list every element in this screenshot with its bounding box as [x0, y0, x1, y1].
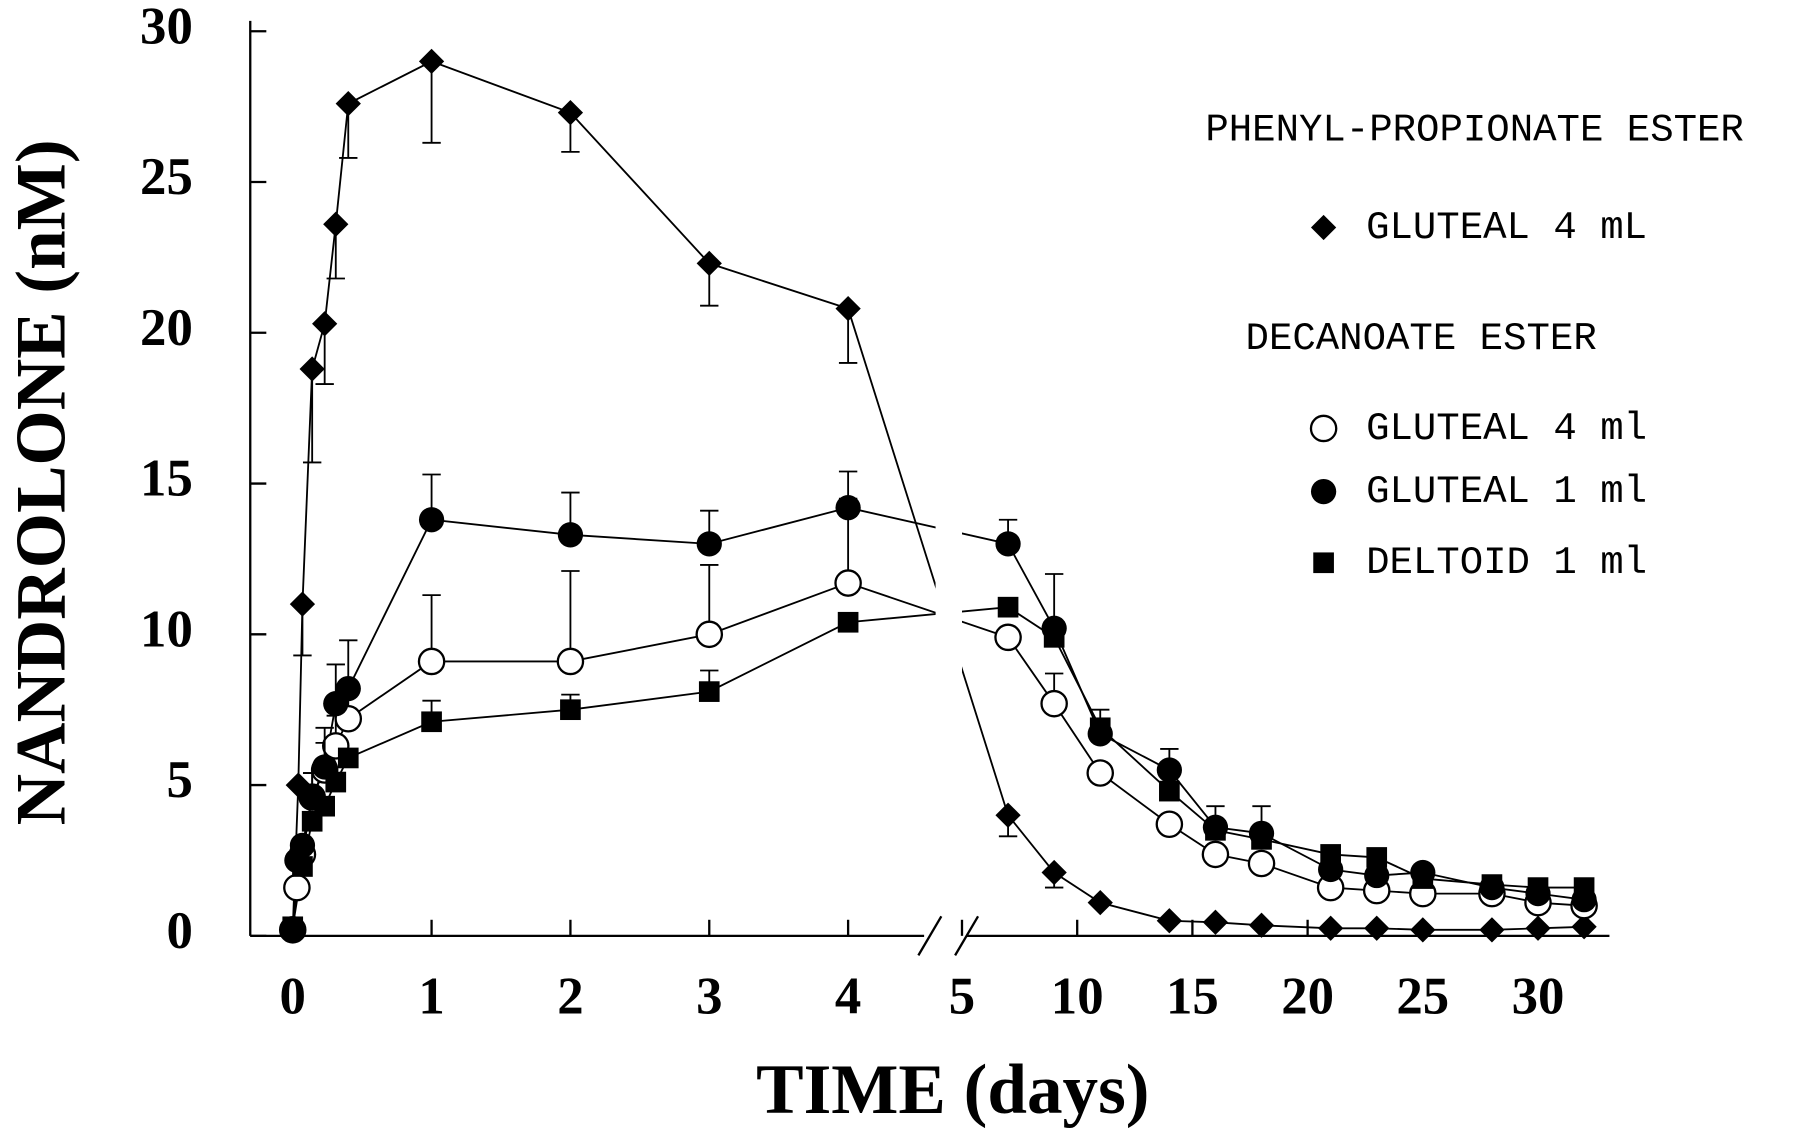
- marker: [696, 250, 722, 277]
- marker: [417, 647, 446, 676]
- series-line: [291, 606, 1585, 927]
- marker: [325, 771, 347, 793]
- marker: [698, 681, 720, 702]
- marker: [292, 856, 313, 877]
- marker: [1364, 862, 1390, 889]
- marker: [837, 611, 859, 633]
- marker: [323, 211, 349, 237]
- x-tick-label: 30: [1512, 967, 1565, 1025]
- marker: [1089, 717, 1111, 739]
- error-bar: [422, 61, 441, 144]
- marker: [1481, 874, 1503, 895]
- marker: [560, 699, 581, 721]
- legend-marker: [1310, 478, 1337, 505]
- marker: [1412, 868, 1434, 889]
- marker: [1043, 627, 1065, 648]
- marker: [335, 90, 361, 117]
- marker: [314, 795, 335, 817]
- marker: [1040, 689, 1068, 718]
- marks: [278, 48, 1598, 944]
- x-tick-label: 0: [280, 967, 306, 1025]
- legend-group-title: PHENYL-PROPIONATE ESTER: [1205, 108, 1744, 152]
- marker: [997, 596, 1019, 618]
- marker: [696, 531, 722, 557]
- marker: [337, 747, 359, 769]
- marker: [299, 356, 325, 382]
- marker: [1573, 877, 1595, 898]
- x-tick-label: 10: [1051, 967, 1104, 1025]
- marker: [1156, 757, 1182, 783]
- y-tick-label: 15: [140, 450, 193, 508]
- marker: [556, 647, 585, 676]
- marker: [995, 802, 1021, 828]
- x-tick-label: 15: [1166, 967, 1219, 1025]
- marker: [335, 675, 361, 702]
- axis-break: [917, 915, 943, 956]
- x-tick-label: 4: [835, 967, 861, 1025]
- marker: [1202, 909, 1229, 935]
- y-tick-label: 30: [140, 0, 193, 55]
- marker: [557, 100, 584, 126]
- marker: [1366, 847, 1388, 868]
- y-tick-label: 0: [166, 902, 192, 960]
- marker: [835, 296, 861, 322]
- marker: [1086, 759, 1115, 787]
- marker: [1156, 908, 1182, 934]
- error-bar: [302, 368, 322, 464]
- legend-marker: [1309, 414, 1338, 443]
- marker: [289, 591, 316, 617]
- marker: [1527, 877, 1549, 898]
- marker: [994, 623, 1022, 652]
- x-tick-label: 5: [949, 967, 975, 1025]
- marker: [1041, 859, 1067, 886]
- marker: [1318, 915, 1344, 941]
- y-tick-label: 5: [166, 751, 192, 809]
- marker: [557, 522, 584, 548]
- marker: [1087, 890, 1113, 916]
- marker: [421, 711, 442, 733]
- marker: [1247, 849, 1276, 878]
- x-tick-label: 1: [418, 967, 444, 1025]
- y-tick-label: 10: [140, 600, 193, 658]
- marker: [1248, 912, 1275, 938]
- x-axis-title: TIME (days): [756, 1051, 1149, 1129]
- legend-group-title: DECANOATE ESTER: [1246, 317, 1597, 361]
- legend-marker: [1310, 214, 1337, 241]
- marker: [1364, 915, 1390, 941]
- legend-label: GLUTEAL 4 ml: [1366, 407, 1647, 451]
- marker: [1479, 917, 1505, 943]
- marker: [283, 873, 311, 902]
- series-line: [291, 582, 1585, 930]
- marker: [289, 832, 316, 859]
- marker: [1155, 810, 1184, 839]
- legend-marker: [1313, 552, 1334, 574]
- legend-label: GLUTEAL 4 mL: [1366, 206, 1647, 250]
- marker: [312, 311, 338, 337]
- x-tick-label: 20: [1281, 967, 1334, 1025]
- x-tick-label: 25: [1396, 967, 1449, 1025]
- error-bar: [561, 570, 580, 662]
- marker: [1201, 840, 1230, 869]
- marker: [418, 507, 445, 533]
- y-tick-label: 20: [140, 299, 193, 357]
- marker: [1320, 844, 1341, 865]
- x-tick-label: 3: [696, 967, 722, 1025]
- y-tick-label: 25: [140, 148, 193, 206]
- marker: [1251, 829, 1272, 850]
- x-tick-label: 2: [557, 967, 583, 1025]
- legend-label: DELTOID 1 ml: [1366, 541, 1647, 585]
- marker: [1205, 819, 1226, 841]
- marker: [995, 531, 1021, 557]
- marker: [1159, 780, 1180, 802]
- y-axis-title: NANDROLONE (nM): [3, 139, 81, 825]
- marker: [418, 48, 445, 75]
- marker: [835, 495, 861, 521]
- legend-label: GLUTEAL 1 ml: [1366, 470, 1647, 514]
- marker: [834, 569, 862, 597]
- marker: [695, 620, 724, 649]
- axis-break: [954, 915, 980, 956]
